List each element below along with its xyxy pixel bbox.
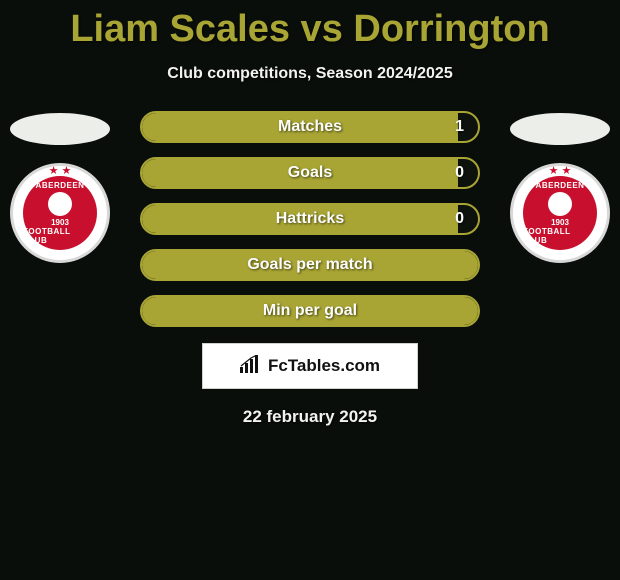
crest-bottom-text: FOOTBALL CLUB	[523, 227, 597, 245]
source-logo-text: FcTables.com	[268, 356, 380, 376]
stat-bar-value: 0	[455, 205, 464, 233]
date-text: 22 february 2025	[0, 407, 620, 427]
chart-icon	[240, 355, 262, 378]
crest-year: 1903	[551, 218, 569, 227]
stat-bar: Hattricks0	[140, 203, 480, 235]
stat-bar-value: 1	[455, 113, 464, 141]
stat-bar: Goals per match	[140, 249, 480, 281]
stat-bar-value: 0	[455, 159, 464, 187]
player-ellipse-right	[510, 113, 610, 145]
stat-bar-label: Min per goal	[142, 297, 478, 325]
crest-year: 1903	[51, 218, 69, 227]
stat-bars: Matches1Goals0Hattricks0Goals per matchM…	[140, 111, 480, 327]
stat-bar-label: Goals per match	[142, 251, 478, 279]
crest-ball-icon	[548, 192, 572, 216]
crest-top-text: ABERDEEN	[536, 181, 585, 190]
source-logo: FcTables.com	[202, 343, 418, 389]
stat-bar: Matches1	[140, 111, 480, 143]
comparison-content: ★ ★ ABERDEEN 1903 FOOTBALL CLUB ★ ★ ABER…	[0, 111, 620, 427]
stat-bar: Min per goal	[140, 295, 480, 327]
page-title: Liam Scales vs Dorrington	[0, 0, 620, 51]
subtitle: Club competitions, Season 2024/2025	[0, 65, 620, 83]
stat-bar: Goals0	[140, 157, 480, 189]
stat-bar-label: Hattricks	[142, 205, 478, 233]
right-column: ★ ★ ABERDEEN 1903 FOOTBALL CLUB	[500, 111, 620, 263]
club-crest-left: ★ ★ ABERDEEN 1903 FOOTBALL CLUB	[10, 163, 110, 263]
crest-ball-icon	[48, 192, 72, 216]
crest-bottom-text: FOOTBALL CLUB	[23, 227, 97, 245]
stat-bar-label: Goals	[142, 159, 478, 187]
player-ellipse-left	[10, 113, 110, 145]
crest-top-text: ABERDEEN	[36, 181, 85, 190]
stat-bar-label: Matches	[142, 113, 478, 141]
left-column: ★ ★ ABERDEEN 1903 FOOTBALL CLUB	[0, 111, 120, 263]
club-crest-right: ★ ★ ABERDEEN 1903 FOOTBALL CLUB	[510, 163, 610, 263]
